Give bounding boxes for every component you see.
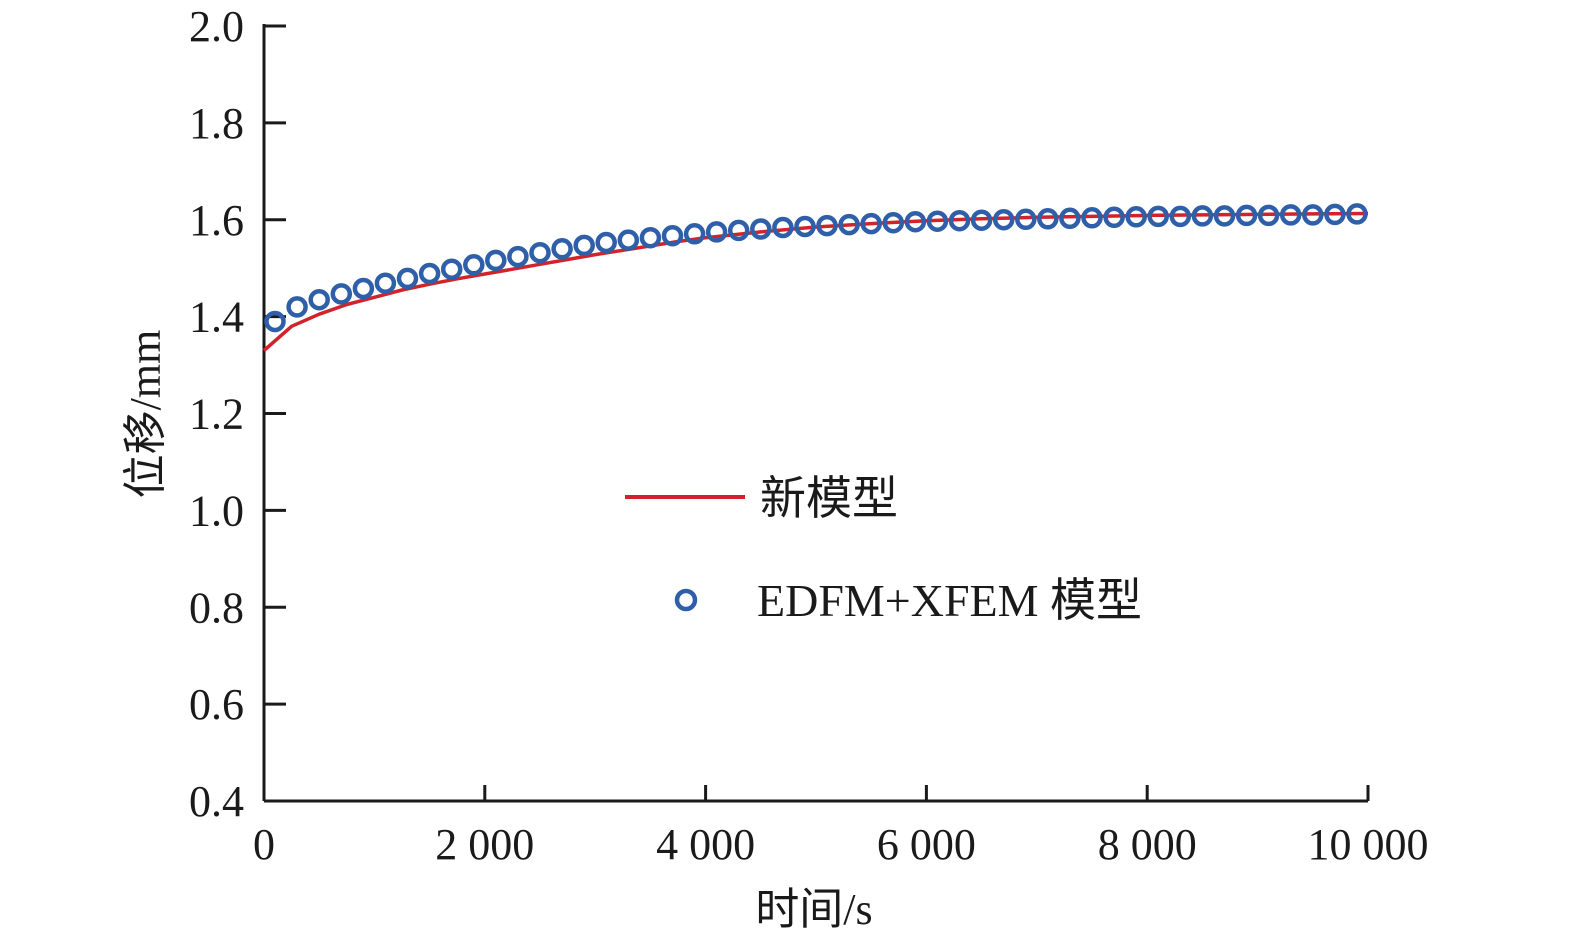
data-point [683, 223, 706, 245]
data-point [595, 231, 617, 254]
data-point [1125, 206, 1147, 228]
data-point [1081, 207, 1103, 229]
y-tick-label: 0.4 [189, 777, 244, 826]
y-tick-label: 1.8 [189, 99, 244, 148]
data-point [639, 226, 662, 249]
data-point [1059, 207, 1081, 230]
data-point [705, 221, 728, 243]
x-tick-label: 4 000 [656, 820, 755, 869]
y-tick-label: 0.8 [189, 583, 244, 632]
data-point [1191, 205, 1214, 227]
data-point [1037, 208, 1059, 230]
x-tick-label: 2 000 [435, 820, 534, 869]
data-point [992, 208, 1015, 231]
data-point [1235, 204, 1258, 227]
data-point [661, 224, 684, 247]
data-point [529, 241, 551, 264]
data-point [970, 209, 993, 231]
data-point [948, 209, 971, 232]
data-point [463, 254, 485, 276]
y-tick-label: 1.4 [189, 293, 244, 342]
data-point [860, 212, 882, 235]
data-point [727, 219, 750, 242]
data-point [551, 238, 573, 260]
data-point [750, 218, 772, 240]
y-tick-label: 2.0 [189, 2, 244, 51]
legend-label: 新模型 [760, 473, 898, 524]
data-point [1103, 206, 1125, 229]
x-tick-label: 0 [253, 820, 275, 869]
y-tick-label: 0.6 [189, 680, 244, 729]
plot-area [262, 203, 1369, 352]
data-point [1015, 208, 1037, 231]
data-point [440, 258, 463, 280]
data-point [1279, 204, 1302, 226]
data-point [1302, 204, 1324, 226]
data-point [264, 310, 286, 333]
data-point [617, 229, 640, 251]
data-point [286, 296, 308, 318]
data-point [1257, 204, 1280, 227]
data-point [485, 249, 507, 272]
data-point [374, 272, 397, 294]
x-tick-label: 8 000 [1098, 820, 1197, 869]
x-tick-label: 6 000 [877, 820, 976, 869]
data-point [418, 262, 441, 285]
data-point [573, 234, 595, 257]
data-point [396, 267, 419, 290]
data-point [904, 210, 927, 233]
x-tick-label: 10 000 [1308, 820, 1429, 869]
data-point [330, 283, 353, 305]
y-tick-label: 1.2 [189, 390, 244, 439]
axes: 0.4 0.6 0.8 1.0 1.2 1.4 1.6 1.8 2.0 0 2 000 4 000 6 … [121, 2, 1429, 934]
legend-marker-swatch [674, 588, 698, 612]
data-point [1346, 203, 1368, 225]
y-tick-label: 1.6 [189, 196, 244, 245]
legend: 新模型 EDFM+XFEM 模型 [625, 473, 1142, 626]
data-point [794, 215, 816, 238]
data-point [816, 214, 838, 237]
data-point [1324, 203, 1346, 226]
data-point [926, 210, 949, 232]
y-axis-title: 位移/mm [121, 330, 170, 499]
legend-label: EDFM+XFEM 模型 [757, 575, 1142, 626]
data-point [838, 213, 860, 236]
data-point [882, 211, 905, 234]
data-point [1169, 205, 1192, 228]
data-point [1147, 205, 1169, 228]
data-point [772, 216, 794, 239]
data-point [352, 277, 375, 300]
data-point [1213, 205, 1236, 227]
data-point [308, 288, 330, 311]
data-point [507, 245, 529, 268]
x-axis-title: 时间/s [755, 885, 872, 934]
y-tick-label: 1.0 [189, 486, 244, 535]
